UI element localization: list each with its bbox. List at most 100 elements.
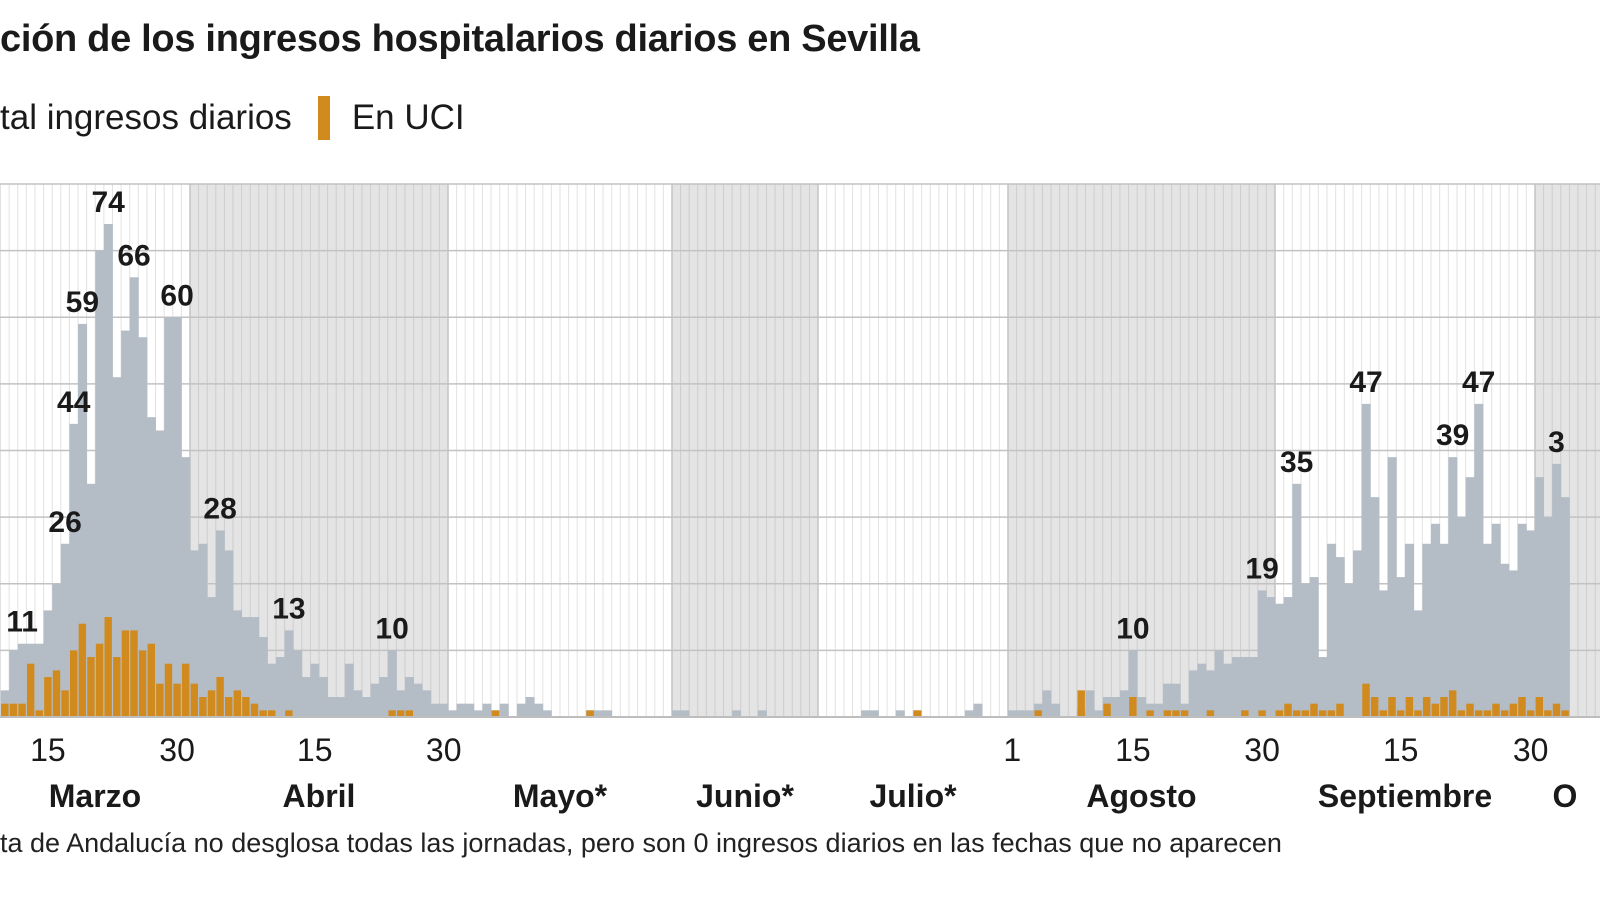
bar-uci [164, 663, 173, 717]
bar-total [353, 690, 363, 717]
bar-uci [113, 657, 121, 717]
month-label: Abril [283, 778, 356, 814]
bar-uci [1292, 710, 1301, 717]
bar-total [439, 703, 449, 717]
bar-uci [1241, 710, 1249, 717]
bar-total [964, 710, 974, 717]
bar-total [1240, 657, 1250, 717]
bar-total [1231, 657, 1241, 717]
bar-total [1396, 577, 1406, 717]
bar-total [233, 610, 242, 717]
bar-uci [104, 617, 112, 717]
bar-uci [44, 677, 52, 717]
data-label: 47 [1462, 366, 1495, 399]
bar-total [9, 650, 19, 717]
bar-total [1025, 710, 1035, 717]
bar-total [1353, 550, 1363, 717]
bar-total [973, 703, 983, 717]
bar-total [1283, 597, 1293, 717]
bar-uci [70, 650, 78, 717]
bar-total [129, 277, 139, 717]
bar-total [1301, 583, 1311, 717]
bar-uci [268, 710, 276, 717]
bar-uci [242, 697, 250, 717]
bar-total [732, 710, 742, 717]
bar-total [146, 417, 156, 717]
bar-uci [1474, 710, 1483, 717]
bar-uci [1492, 703, 1500, 717]
month-label: Junio* [696, 778, 794, 814]
bar-uci [1180, 710, 1189, 717]
bar-total [241, 617, 251, 717]
bar-total [1206, 670, 1216, 717]
bar-total [190, 550, 199, 717]
bar-total [121, 330, 131, 717]
bar-total [95, 250, 105, 717]
data-label: 44 [57, 386, 91, 419]
bar-total [1094, 710, 1104, 717]
bar-total [1431, 523, 1441, 717]
bar-total [103, 223, 113, 717]
bar-uci [138, 650, 147, 717]
bar-total [422, 690, 432, 717]
bar-uci [1034, 710, 1042, 717]
bar-total [207, 597, 217, 717]
bar-uci [1561, 710, 1569, 717]
bar-total [516, 703, 526, 717]
bar-total [1309, 577, 1319, 717]
bar-total [258, 637, 268, 717]
bar-uci [1336, 703, 1344, 717]
bar-uci [1500, 710, 1509, 717]
bar-uci [1103, 703, 1111, 717]
bar-total [1509, 570, 1519, 717]
bar-total [1491, 523, 1501, 717]
bar-uci [225, 697, 233, 717]
bar-total [757, 710, 767, 717]
data-label: 60 [160, 279, 193, 312]
bar-total [1422, 543, 1432, 717]
bar-total [310, 663, 320, 717]
bar-total [869, 710, 879, 717]
bar-total [680, 710, 690, 717]
bar-uci [199, 697, 207, 717]
bar-total [78, 323, 88, 717]
x-tick-label: 15 [30, 732, 66, 768]
bar-total [672, 710, 681, 717]
x-tick-label: 15 [1115, 732, 1151, 768]
data-label: 11 [6, 606, 38, 639]
bar-total [155, 430, 165, 717]
bar-total [465, 703, 475, 717]
bar-uci [173, 683, 181, 717]
bar-total [482, 703, 492, 717]
bar-total [473, 710, 483, 717]
bar-total [301, 677, 311, 717]
x-tick-label: 15 [297, 732, 333, 768]
bar-total [1535, 477, 1544, 717]
bar-total [379, 677, 389, 717]
bar-uci [1327, 710, 1336, 717]
bar-total [276, 657, 285, 717]
data-label: 66 [117, 239, 150, 272]
bar-total [895, 710, 905, 717]
bar-uci [1, 703, 9, 717]
bar-uci [1457, 710, 1466, 717]
bar-total [405, 677, 414, 717]
bar-uci [1163, 710, 1172, 717]
month-label: Julio* [869, 778, 957, 814]
bar-total [1318, 657, 1328, 717]
bar-total [52, 583, 62, 717]
bar-total [1051, 703, 1061, 717]
bar-total [284, 630, 294, 717]
bar-total [1327, 543, 1337, 717]
bar-total [362, 697, 371, 717]
bar-uci [250, 703, 259, 717]
bar-total [1500, 563, 1510, 717]
x-tick-label: 30 [426, 732, 462, 768]
bar-uci [1552, 703, 1561, 717]
bar-uci [9, 703, 18, 717]
x-tick-label: 30 [1513, 732, 1549, 768]
bar-uci [285, 710, 293, 717]
bar-total [198, 543, 208, 717]
legend-total-label: tal ingresos diarios [0, 98, 292, 137]
bar-total [1266, 597, 1276, 717]
